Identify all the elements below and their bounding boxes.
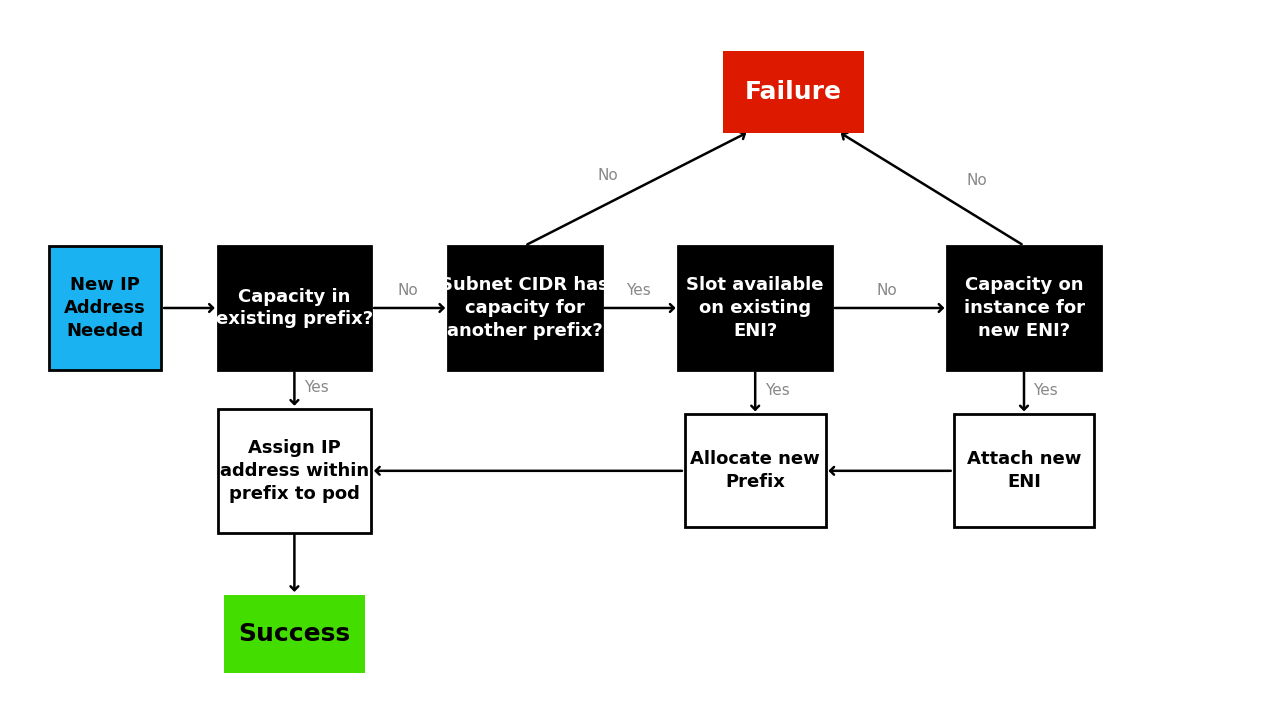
Text: Slot available
on existing
ENI?: Slot available on existing ENI? xyxy=(686,276,824,340)
Text: Capacity on
instance for
new ENI?: Capacity on instance for new ENI? xyxy=(964,276,1084,340)
Text: Success: Success xyxy=(238,622,351,646)
Text: No: No xyxy=(966,173,987,188)
FancyBboxPatch shape xyxy=(448,246,602,370)
Text: Yes: Yes xyxy=(764,383,790,399)
FancyBboxPatch shape xyxy=(218,409,371,532)
Text: Capacity in
existing prefix?: Capacity in existing prefix? xyxy=(216,287,372,329)
Text: Attach new
ENI: Attach new ENI xyxy=(966,450,1082,491)
FancyBboxPatch shape xyxy=(947,246,1101,370)
Text: No: No xyxy=(877,282,897,298)
Text: Yes: Yes xyxy=(303,380,329,396)
Text: Failure: Failure xyxy=(745,80,842,104)
Text: Yes: Yes xyxy=(1033,383,1059,399)
Text: Assign IP
address within
prefix to pod: Assign IP address within prefix to pod xyxy=(220,439,369,503)
Text: New IP
Address
Needed: New IP Address Needed xyxy=(64,276,146,340)
Text: No: No xyxy=(398,282,419,298)
Text: Yes: Yes xyxy=(626,282,652,298)
FancyBboxPatch shape xyxy=(685,414,826,527)
FancyBboxPatch shape xyxy=(49,246,161,370)
Text: Subnet CIDR has
capacity for
another prefix?: Subnet CIDR has capacity for another pre… xyxy=(440,276,609,340)
Text: No: No xyxy=(598,168,618,183)
FancyBboxPatch shape xyxy=(678,246,832,370)
FancyBboxPatch shape xyxy=(723,52,864,133)
FancyBboxPatch shape xyxy=(224,595,365,673)
FancyBboxPatch shape xyxy=(954,414,1094,527)
Text: Allocate new
Prefix: Allocate new Prefix xyxy=(690,450,820,491)
FancyBboxPatch shape xyxy=(218,246,371,370)
